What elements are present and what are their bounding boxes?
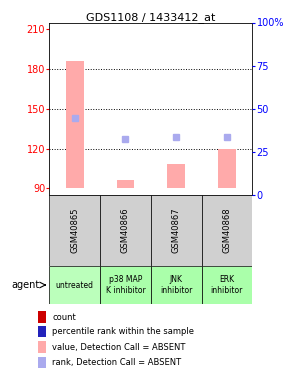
Text: JNK
inhibitor: JNK inhibitor: [160, 275, 192, 295]
Text: count: count: [52, 312, 76, 321]
Text: agent: agent: [11, 280, 39, 290]
Bar: [117, 180, 134, 188]
Bar: [49, 266, 100, 304]
Text: untreated: untreated: [56, 280, 94, 290]
Text: p38 MAP
K inhibitor: p38 MAP K inhibitor: [106, 275, 145, 295]
Bar: [151, 195, 202, 266]
Bar: [218, 148, 236, 188]
Bar: [38, 326, 46, 338]
Bar: [100, 266, 151, 304]
Bar: [66, 61, 84, 188]
Bar: [49, 195, 100, 266]
Text: rank, Detection Call = ABSENT: rank, Detection Call = ABSENT: [52, 358, 181, 367]
Text: percentile rank within the sample: percentile rank within the sample: [52, 327, 194, 336]
Title: GDS1108 / 1433412_at: GDS1108 / 1433412_at: [86, 12, 215, 22]
Text: ERK
inhibitor: ERK inhibitor: [211, 275, 243, 295]
Text: GSM40865: GSM40865: [70, 208, 79, 254]
Bar: [202, 266, 252, 304]
Text: GSM40867: GSM40867: [172, 208, 181, 254]
Text: GSM40868: GSM40868: [222, 208, 231, 254]
Bar: [38, 357, 46, 368]
Text: GSM40866: GSM40866: [121, 208, 130, 254]
Bar: [38, 341, 46, 353]
Bar: [167, 165, 185, 188]
Bar: [202, 195, 252, 266]
Text: value, Detection Call = ABSENT: value, Detection Call = ABSENT: [52, 342, 186, 351]
Bar: [151, 266, 202, 304]
Bar: [100, 195, 151, 266]
Bar: [38, 311, 46, 323]
